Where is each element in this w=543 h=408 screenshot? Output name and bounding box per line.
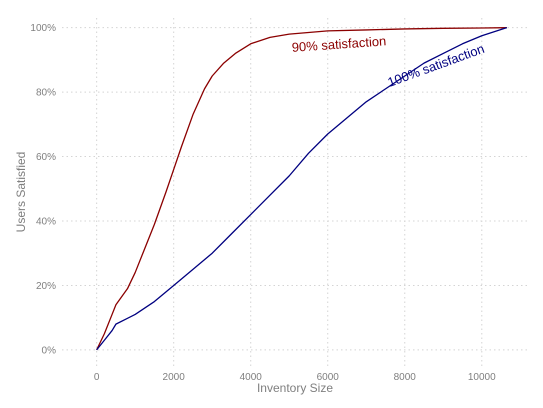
series-line-1 (96, 27, 507, 351)
y-axis-ticks: 0% 20% 40% 60% 80% 100% (30, 23, 56, 356)
x-tick-label: 6000 (317, 372, 340, 383)
annotation-2: 100% satisfaction (386, 41, 487, 90)
grid (62, 18, 528, 366)
y-tick-label: 80% (36, 88, 56, 99)
x-axis-title: Inventory Size (257, 381, 333, 395)
x-tick-label: 0 (94, 372, 100, 383)
series-line-2 (96, 27, 508, 351)
y-tick-label: 0% (42, 345, 57, 356)
annotation-1: 90% satisfaction (291, 33, 386, 55)
x-tick-label: 4000 (240, 372, 263, 383)
y-tick-label: 100% (30, 23, 56, 34)
y-tick-label: 20% (36, 281, 56, 292)
y-axis-title: Users Satisfied (14, 152, 28, 233)
y-tick-label: 40% (36, 217, 56, 228)
series-layer (96, 27, 508, 351)
y-tick-label: 60% (36, 152, 56, 163)
x-tick-label: 10000 (468, 372, 496, 383)
x-axis-ticks: 0 2000 4000 6000 8000 10000 (94, 372, 496, 383)
x-tick-label: 2000 (163, 372, 186, 383)
x-tick-label: 8000 (394, 372, 417, 383)
